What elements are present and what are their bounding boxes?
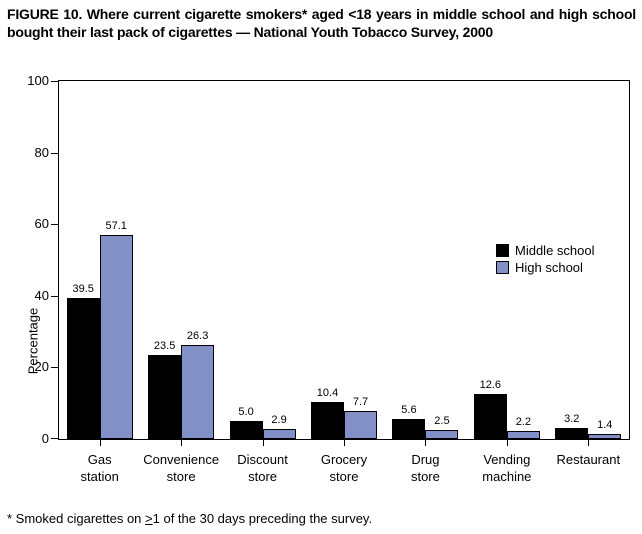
- bar-value-label: 7.7: [352, 396, 369, 409]
- y-tick-label: 40: [34, 287, 49, 303]
- legend-swatch: [496, 244, 509, 257]
- x-tick: [344, 439, 345, 446]
- y-tick-label: 0: [41, 431, 49, 446]
- y-tick: [51, 152, 59, 154]
- bar-high-school: [262, 428, 296, 439]
- bar-value-label: 39.5: [72, 282, 94, 295]
- bar-value-label: 2.5: [434, 415, 450, 428]
- bar-middle-school: [311, 401, 344, 439]
- x-tick: [262, 439, 264, 446]
- bar-value-label: 5.0: [238, 406, 254, 419]
- x-tick: [181, 439, 183, 446]
- bar-high-school: [344, 411, 377, 439]
- x-tick: [425, 439, 427, 446]
- legend-swatch: [496, 261, 509, 274]
- plot-area: Percentage 0 20 40 60 80 100 39.5 57.1 23.5 26.3…: [26, 74, 630, 484]
- bar-middle-school: [473, 393, 507, 439]
- bar-value-label: 3.2: [564, 412, 580, 425]
- bar-value-label: 26.3: [186, 329, 209, 342]
- legend-label: Middle school: [515, 243, 595, 258]
- bar-middle-school: [555, 427, 589, 439]
- y-tick-label: 100: [27, 73, 49, 88]
- bar-value-label: 2.2: [515, 416, 531, 429]
- bar-high-school: [588, 434, 622, 439]
- bar-high-school: [425, 430, 459, 439]
- footnote-suffix: 1 of the 30 days preceding the survey.: [152, 511, 373, 526]
- footnote-prefix: * Smoked cigarettes on: [7, 511, 146, 526]
- category-label: Grocery store: [320, 452, 368, 484]
- category-label: Restaurant: [556, 452, 621, 467]
- bar-middle-school: [229, 421, 263, 439]
- legend-item-high-school: High school: [496, 260, 595, 275]
- bar-high-school: [181, 344, 215, 439]
- bar-value-label: 12.6: [479, 378, 502, 391]
- y-tick: [51, 81, 59, 82]
- legend-item-middle-school: Middle school: [496, 243, 595, 258]
- bar-value-label: 23.5: [153, 339, 176, 352]
- x-tick: [99, 439, 101, 446]
- legend-label: High school: [515, 260, 583, 275]
- y-tick-label: 20: [34, 359, 49, 375]
- bar-value-label: 5.6: [401, 403, 417, 416]
- footnote-geq-symbol: >: [145, 511, 153, 526]
- y-tick: [51, 295, 59, 297]
- legend: Middle school High school: [496, 243, 595, 277]
- figure-title: FIGURE 10. Where current cigarette smoke…: [7, 6, 636, 40]
- bar-high-school: [99, 234, 133, 439]
- category-label: Vending machine: [482, 452, 532, 484]
- bar-value-label: 2.9: [271, 413, 287, 426]
- footnote: * Smoked cigarettes on >1 of the 30 days…: [7, 511, 372, 526]
- y-tick-label: 80: [34, 144, 49, 160]
- x-tick: [506, 439, 508, 446]
- category-label: Drug store: [410, 452, 440, 484]
- x-tick: [588, 439, 590, 446]
- bar-high-school: [506, 431, 540, 439]
- bar-middle-school: [392, 418, 426, 439]
- y-tick: [51, 224, 59, 226]
- bar-value-label: 10.4: [316, 386, 339, 399]
- bar-middle-school: [66, 297, 100, 439]
- bar-middle-school: [148, 354, 182, 439]
- category-label: Convenience store: [143, 452, 220, 484]
- y-tick: [51, 438, 59, 439]
- y-tick-label: 60: [34, 216, 49, 232]
- category-label: Discount store: [237, 452, 288, 484]
- y-tick: [51, 367, 59, 369]
- bar-value-label: 1.4: [597, 418, 613, 431]
- category-label: Gas station: [80, 452, 119, 484]
- bar-value-label: 57.1: [105, 219, 127, 232]
